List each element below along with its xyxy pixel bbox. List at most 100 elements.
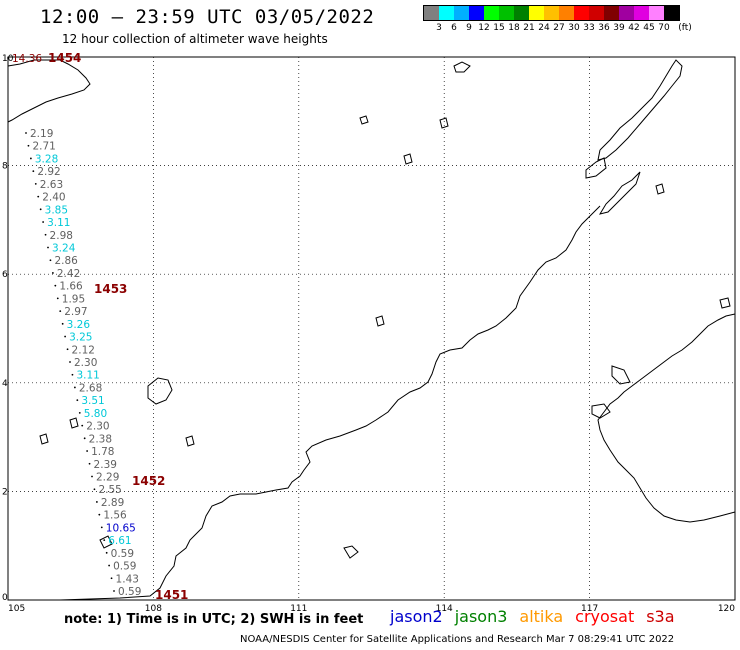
wave-height-label: 1.56	[103, 510, 127, 522]
map-title: 12:00 — 23:59 UTC 03/05/2022	[40, 6, 375, 28]
pass-time-label: 1451	[155, 588, 188, 602]
coastline-mindoro	[585, 157, 607, 179]
track-point	[54, 284, 57, 287]
pass-time-label: 1453	[94, 282, 127, 296]
satellite-track: 14.362.192.713.282.922.632.403.853.112.9…	[7, 53, 141, 598]
legend-tick-label: 42	[628, 23, 640, 33]
longitude-tick-label: 114	[436, 604, 453, 614]
footer-note: note: 1) Time is in UTC; 2) SWH is in fe…	[64, 612, 364, 627]
track-point	[34, 182, 37, 185]
wave-height-label: 1.78	[91, 446, 114, 458]
track-point	[91, 475, 93, 478]
track-point	[42, 221, 45, 223]
island-14	[359, 115, 369, 125]
coastline-borneo	[597, 313, 736, 523]
satellite-label-jason3: jason3	[454, 607, 508, 626]
latitude-ticks: 0 2 4 6 8 10	[2, 54, 14, 603]
wave-height-label: 5.80	[84, 408, 107, 420]
coastlines	[7, 59, 736, 601]
wave-height-label: 3.24	[52, 243, 76, 255]
wave-height-label: 3.25	[69, 332, 92, 344]
track-point	[73, 386, 76, 389]
track-point	[83, 437, 86, 440]
track-point	[39, 208, 42, 211]
coastline-hainan	[147, 377, 173, 405]
coastline-china-north	[7, 59, 91, 123]
track-point	[103, 539, 106, 542]
wave-height-label: 2.30	[86, 421, 109, 433]
longitude-tick-label: 111	[290, 604, 307, 614]
track-point	[81, 424, 84, 427]
wave-height-label: 2.12	[72, 344, 95, 356]
wave-height-label: 2.92	[37, 166, 60, 178]
map-subtitle: 12 hour collection of altimeter wave hei…	[62, 32, 328, 46]
credit-line: NOAA/NESDIS Center for Satellite Applica…	[240, 634, 675, 645]
color-scale-swatches	[423, 5, 680, 21]
legend-tick-label: 33	[583, 23, 595, 33]
wave-height-label: 3.11	[47, 217, 70, 229]
track-point	[71, 373, 74, 376]
track-point	[29, 157, 32, 160]
satellite-label-altika: altika	[519, 607, 564, 626]
latitude-tick-label: 4	[2, 379, 8, 389]
wave-height-label: 0.59	[113, 561, 136, 573]
legend-swatch	[514, 6, 529, 20]
coastline-palawan	[598, 171, 641, 215]
wave-height-label: 3.28	[35, 153, 58, 165]
legend-swatch	[544, 6, 559, 20]
color-scale-legend: 3 6 9 12 15 18 21 24 27 30 33 36 39 42 45 70 (ft)	[423, 5, 692, 35]
island-13	[719, 297, 731, 309]
color-scale-labels: 3 6 9 12 15 18 21 24 27 30 33 36 39 42 45 70 (ft)	[423, 21, 692, 35]
wave-height-label: 6.61	[108, 535, 131, 547]
pass-time-label: 1452	[132, 474, 165, 488]
legend-swatch	[439, 6, 454, 20]
wave-height-label: 1.95	[62, 293, 85, 305]
legend-tick-label: 6	[451, 23, 457, 33]
track-point	[37, 195, 40, 198]
track-point	[56, 297, 59, 300]
legend-swatch	[469, 6, 484, 20]
wave-height-label: 2.19	[30, 128, 53, 140]
legend-swatch	[499, 6, 514, 20]
track-point	[61, 322, 64, 325]
satellite-legend: jason2 jason3 altika cryosat s3a	[390, 607, 687, 626]
wave-height-label: 2.29	[96, 472, 119, 484]
island-12	[655, 183, 665, 195]
wave-height-label: 2.63	[40, 179, 63, 191]
track-point	[76, 399, 79, 402]
track-point	[108, 564, 111, 567]
wave-height-label: 2.40	[42, 192, 65, 204]
wave-height-label: 3.51	[81, 395, 104, 407]
legend-swatch	[484, 6, 499, 20]
track-point	[113, 590, 115, 592]
legend-tick-label: 70	[658, 23, 670, 33]
longitude-tick-label: 117	[581, 604, 598, 614]
track-point	[59, 310, 62, 313]
legend-swatch	[634, 6, 649, 20]
legend-swatch	[619, 6, 634, 20]
wave-height-label: 2.38	[89, 433, 112, 445]
latitude-tick-label: 10	[2, 54, 14, 64]
track-point	[69, 361, 71, 363]
legend-tick-label: 30	[568, 23, 580, 33]
wave-height-label: 3.11	[76, 370, 99, 382]
longitude-tick-label: 120	[718, 604, 735, 614]
legend-tick-label: 12	[478, 23, 490, 33]
plot-frame	[7, 56, 736, 601]
wave-height-label: 2.39	[94, 459, 117, 471]
latitude-tick-label: 6	[2, 270, 8, 280]
track-point	[98, 513, 101, 516]
track-point	[78, 411, 81, 414]
track-point	[32, 170, 35, 173]
track-point	[66, 348, 69, 351]
island-5	[99, 535, 113, 549]
wave-height-label: 0.59	[111, 548, 134, 560]
longitude-tick-label: 108	[145, 604, 162, 614]
satellite-label-jason2: jason2	[390, 607, 443, 626]
legend-tick-label: 9	[466, 23, 472, 33]
pass-time-label: 1454	[48, 51, 81, 65]
longitude-tick-label: 105	[8, 604, 25, 614]
track-point	[7, 57, 9, 59]
track-point	[49, 259, 52, 262]
legend-tick-label: 27	[553, 23, 565, 33]
